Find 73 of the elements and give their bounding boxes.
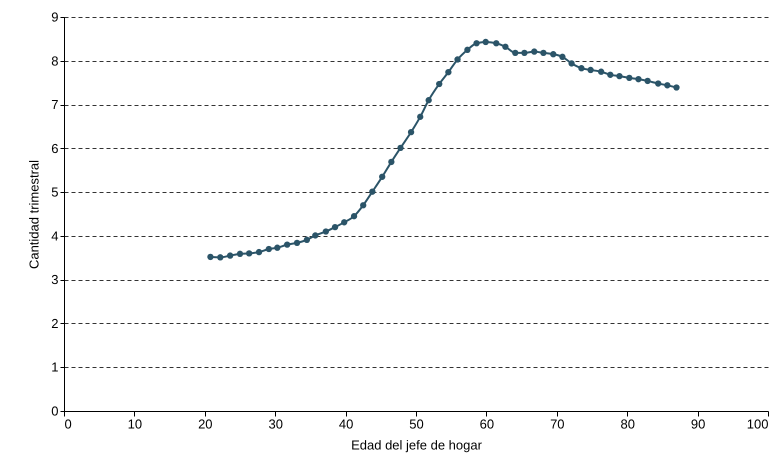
x-tick-label: 30: [268, 416, 283, 432]
point: [664, 82, 670, 88]
point: [436, 80, 442, 88]
point: [531, 48, 538, 55]
point: [417, 114, 424, 120]
point: [559, 54, 566, 60]
point: [502, 44, 509, 50]
point: [426, 97, 432, 104]
point: [578, 65, 585, 72]
point: [587, 66, 594, 74]
y-tick-label: 9: [51, 10, 58, 24]
y-tick-label: 5: [51, 184, 58, 200]
point: [635, 76, 642, 82]
point: [284, 241, 290, 248]
point: [454, 56, 461, 63]
point: [521, 50, 528, 56]
x-tick-label: 90: [690, 416, 706, 432]
point: [408, 128, 414, 136]
point: [540, 50, 547, 56]
x-tick-label: 80: [620, 416, 635, 432]
point: [626, 74, 632, 82]
point: [550, 51, 556, 58]
point: [266, 246, 272, 252]
point: [341, 219, 348, 226]
point: [332, 224, 338, 230]
x-tick-label: 50: [409, 416, 424, 432]
point: [246, 250, 252, 257]
y-tick-label: 1: [51, 360, 58, 375]
point: [369, 188, 376, 195]
point: [644, 78, 651, 84]
point: [388, 158, 395, 166]
point: [616, 72, 623, 80]
y-tick-label: 6: [51, 140, 58, 156]
point: [379, 174, 386, 180]
x-tick-label: 0: [64, 416, 72, 432]
point: [294, 240, 300, 246]
point: [217, 254, 224, 260]
point: [236, 250, 244, 257]
point: [322, 228, 330, 235]
point: [256, 248, 262, 256]
point: [568, 60, 575, 67]
x-axis-title: Edad del jefe de hogar: [351, 438, 483, 452]
x-tick-label: 40: [338, 416, 354, 432]
y-tick-label: 2: [51, 316, 58, 331]
x-tick-label: 100: [746, 416, 768, 432]
y-tick-label: 3: [51, 272, 58, 288]
point: [397, 144, 404, 152]
point: [493, 40, 500, 46]
point: [445, 69, 452, 76]
y-tick-label: 7: [51, 97, 58, 112]
y-tick-label: 8: [51, 53, 58, 68]
point: [350, 213, 358, 220]
point: [655, 80, 662, 87]
point: [312, 232, 318, 239]
point: [360, 202, 366, 208]
point: [673, 84, 680, 91]
point: [512, 50, 518, 56]
point: [473, 40, 480, 46]
point: [607, 72, 614, 78]
point: [274, 244, 280, 251]
point: [226, 252, 234, 259]
point: [464, 46, 471, 53]
y-tick-label: 4: [51, 228, 58, 244]
x-tick-label: 70: [550, 416, 565, 432]
y-axis-title: Cantidad trimestral: [26, 160, 42, 270]
y-tick-label: 0: [51, 404, 58, 418]
x-tick-label: 60: [480, 416, 494, 432]
x-tick-label: 10: [128, 416, 142, 432]
point: [207, 254, 214, 260]
point: [598, 68, 604, 75]
point: [482, 38, 489, 46]
point: [304, 236, 310, 243]
x-tick-label: 20: [198, 416, 213, 432]
